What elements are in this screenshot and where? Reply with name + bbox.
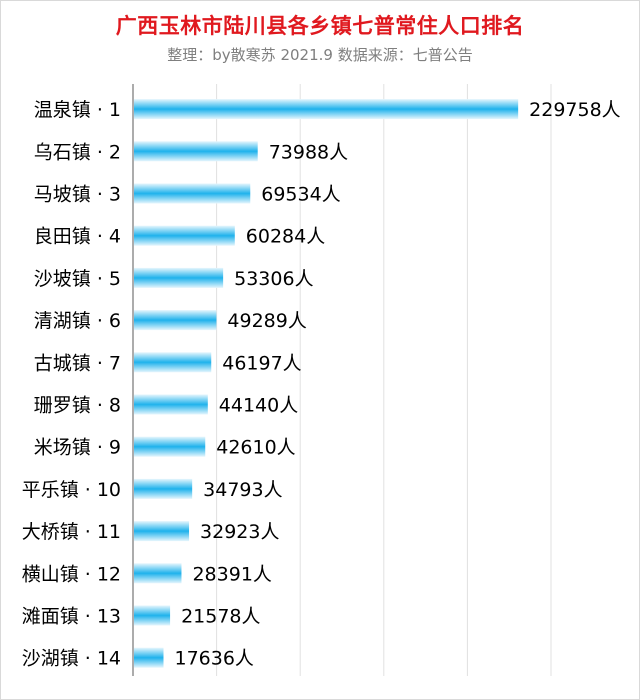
category-label: 沙坡镇 · 5: [34, 268, 121, 290]
bar: [134, 267, 224, 288]
bar: [134, 647, 164, 668]
category-label: 横山镇 · 12: [22, 563, 121, 585]
chart-title: 广西玉林市陆川县各乡镇七普常住人口排名: [115, 14, 525, 38]
category-label: 马坡镇 · 3: [34, 184, 121, 206]
bar: [134, 225, 235, 246]
value-label: 28391人: [192, 563, 271, 585]
value-label: 44140人: [219, 395, 298, 417]
category-label: 温泉镇 · 1: [34, 99, 121, 121]
category-label: 米场镇 · 9: [34, 437, 121, 459]
value-label: 46197人: [222, 352, 301, 374]
bar: [134, 436, 206, 457]
bar: [134, 99, 519, 120]
value-label: 42610人: [216, 437, 295, 459]
bar: [134, 352, 212, 373]
category-label: 良田镇 · 4: [34, 226, 121, 248]
bar: [134, 521, 190, 542]
category-label: 清湖镇 · 6: [34, 310, 121, 332]
chart-subtitle: 整理：by散寒苏 2021.9 数据来源：七普公告: [167, 46, 473, 64]
bar: [134, 605, 171, 626]
value-label: 21578人: [181, 606, 260, 628]
value-label: 49289人: [227, 310, 306, 332]
value-label: 53306人: [234, 268, 313, 290]
bar: [134, 183, 251, 204]
value-label: 17636人: [174, 648, 253, 670]
value-label: 60284人: [246, 226, 325, 248]
gridlines: [216, 84, 552, 676]
category-label: 平乐镇 · 10: [22, 479, 121, 501]
bar: [134, 141, 258, 162]
category-label: 古城镇 · 7: [34, 352, 121, 374]
bar: [134, 563, 182, 584]
category-label: 大桥镇 · 11: [22, 521, 121, 543]
value-label: 34793人: [203, 479, 282, 501]
value-label: 73988人: [269, 141, 348, 163]
category-label: 沙湖镇 · 14: [22, 648, 121, 670]
bar: [134, 478, 193, 499]
value-label: 32923人: [200, 521, 279, 543]
value-label: 69534人: [261, 184, 340, 206]
bar: [134, 394, 208, 415]
category-label: 乌石镇 · 2: [34, 141, 121, 163]
bar: [134, 310, 217, 331]
value-label: 229758人: [529, 99, 621, 121]
category-label: 珊罗镇 · 8: [34, 395, 121, 417]
bars: [134, 99, 519, 668]
category-label: 滩面镇 · 13: [22, 606, 121, 628]
